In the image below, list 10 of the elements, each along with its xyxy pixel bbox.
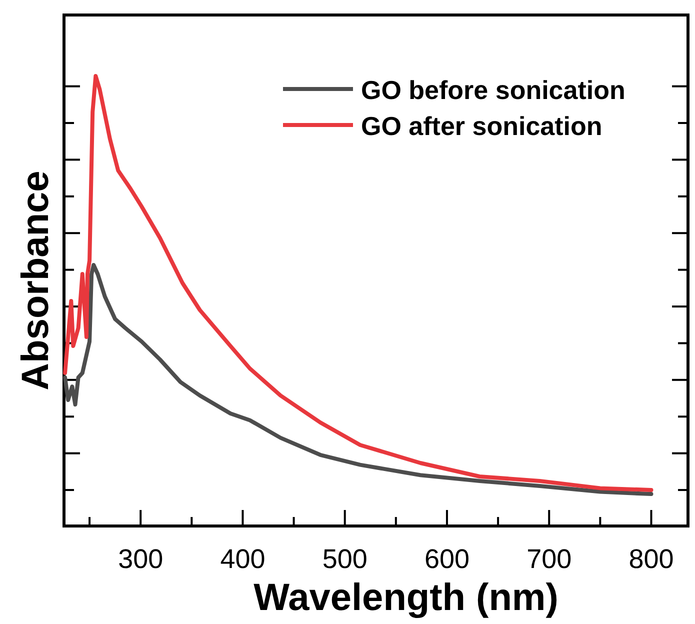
legend-label: GO before sonication <box>361 75 626 105</box>
x-tick-label: 700 <box>526 544 572 574</box>
x-tick-label: 500 <box>322 544 368 574</box>
x-tick-label: 400 <box>220 544 266 574</box>
x-tick-label: 600 <box>424 544 470 574</box>
x-axis-title: Wavelength (nm) <box>254 577 558 619</box>
legend-label: GO after sonication <box>361 111 602 141</box>
y-axis-title: Absorbance <box>15 170 57 390</box>
x-tick-label: 800 <box>628 544 674 574</box>
x-tick-label: 300 <box>118 544 164 574</box>
